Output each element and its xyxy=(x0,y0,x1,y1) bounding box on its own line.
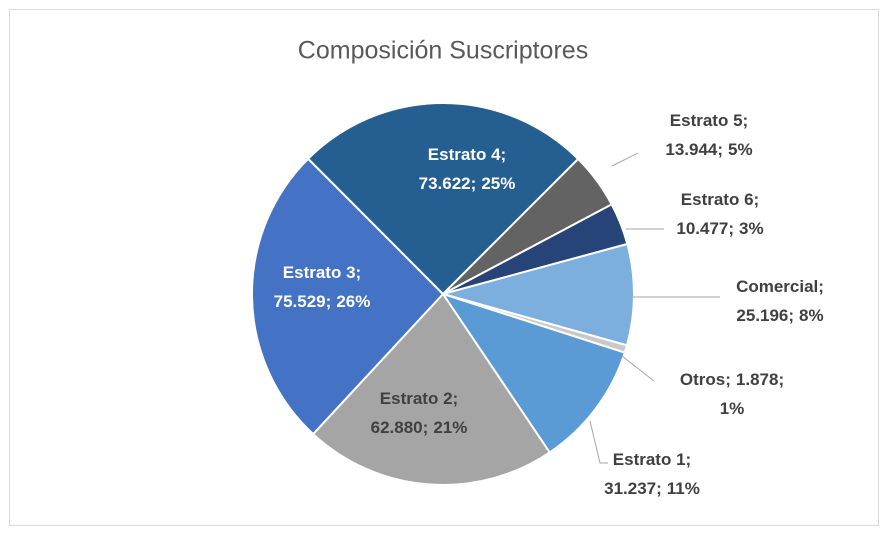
data-label: Otros; 1.878; 1% xyxy=(680,370,784,418)
label-part: 13.944 xyxy=(665,140,718,159)
chart-title: Composición Suscriptores xyxy=(298,37,588,65)
pie-slice xyxy=(306,102,580,296)
label-part: 5% xyxy=(728,140,753,159)
data-label: Estrato 1; 31.237; 11% xyxy=(604,450,700,498)
label-part: Estrato 4 xyxy=(428,145,501,164)
label-part: 8% xyxy=(799,306,824,325)
label-part: Estrato 1 xyxy=(613,450,686,469)
data-label: Comercial; 25.196; 8% xyxy=(736,277,824,325)
label-part: ; xyxy=(743,111,749,130)
label-part: ; xyxy=(423,418,429,437)
label-part: ; xyxy=(788,306,794,325)
label-part: Estrato 5 xyxy=(670,111,743,130)
label-part: Comercial xyxy=(736,277,818,296)
pie-slice xyxy=(440,292,627,454)
leader-line xyxy=(589,420,608,464)
pie-slice xyxy=(251,157,445,436)
label-part: ; xyxy=(356,263,362,282)
leader-line xyxy=(611,152,639,167)
leader-line xyxy=(621,355,655,382)
data-label: Estrato 3; 75.529; 26% xyxy=(274,263,371,311)
label-part: 62.880 xyxy=(371,418,423,437)
label-part: 75.529 xyxy=(274,292,326,311)
pie-slice xyxy=(439,242,635,347)
label-part: 25.196 xyxy=(736,306,788,325)
label-part: Estrato 2 xyxy=(380,389,453,408)
label-part: 26% xyxy=(336,292,370,311)
label-part: ; xyxy=(453,389,459,408)
label-part: 31.237 xyxy=(604,479,656,498)
label-part: ; xyxy=(754,190,760,209)
label-part: ; xyxy=(728,219,734,238)
label-part: ; xyxy=(326,292,332,311)
label-part: Otros xyxy=(680,370,725,389)
label-part: ; xyxy=(818,277,824,296)
label-part: ; xyxy=(501,145,507,164)
data-label: Estrato 4; 73.622; 25% xyxy=(419,145,516,193)
label-part: ; xyxy=(725,370,731,389)
label-part: 10.477 xyxy=(676,219,728,238)
label-part: 11% xyxy=(667,479,700,498)
label-part: ; xyxy=(717,140,723,159)
label-part: 1.878 xyxy=(736,370,779,389)
data-label: Estrato 5; 13.944; 5% xyxy=(665,111,752,159)
data-label: Estrato 2; 62.880; 21% xyxy=(371,389,468,437)
label-part: 1% xyxy=(720,399,745,418)
label-part: Estrato 3 xyxy=(283,263,356,282)
label-part: 73.622 xyxy=(419,174,471,193)
label-part: ; xyxy=(778,370,784,389)
label-part: ; xyxy=(471,174,477,193)
data-label: Estrato 6; 10.477; 3% xyxy=(676,190,763,238)
label-part: 25% xyxy=(481,174,515,193)
pie-slice xyxy=(311,292,552,486)
label-part: ; xyxy=(686,450,692,469)
label-part: Estrato 6 xyxy=(681,190,754,209)
label-part: 3% xyxy=(739,219,764,238)
label-part: 21% xyxy=(433,418,467,437)
label-part: ; xyxy=(656,479,662,498)
